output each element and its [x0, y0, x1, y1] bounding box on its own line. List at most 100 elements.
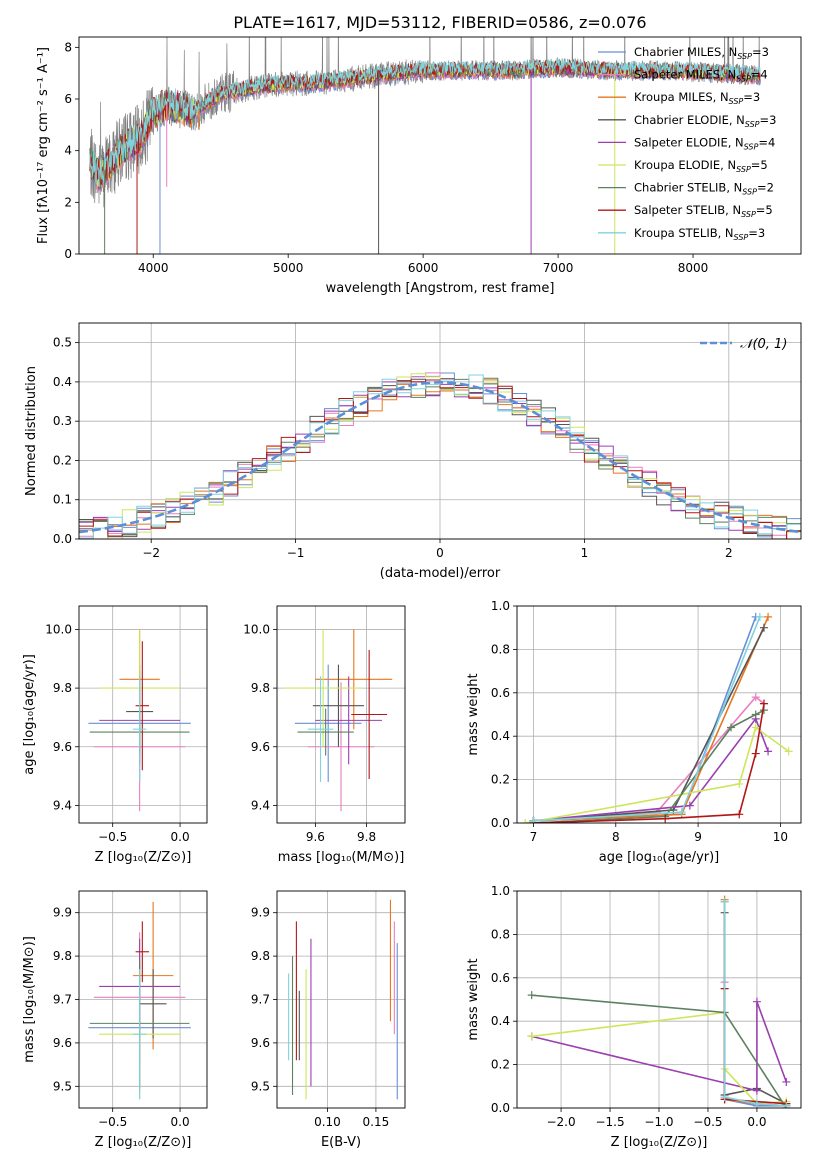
legend-label-text: Chabrier MILES, N: [634, 45, 737, 59]
mass_vs_Z-axes: −0.5 0.0 9.5 9.6 9.7 9.8 9.9 Z [log₁₀(Z/Z⊙)] mas…: [22, 891, 207, 1150]
mass_vs_Z-plot-area: [88, 901, 191, 1100]
weight-marker: [752, 1099, 761, 1108]
y-tick-label: 0.2: [491, 773, 510, 787]
weight-marker: [529, 816, 538, 823]
legend-label: Chabrier STELIB, NSSP=2: [634, 181, 774, 197]
x-tick-label: −2: [142, 546, 160, 560]
spectrum-axes: 4000 5000 6000 7000 8000 0 2 4 6 8 wavelength [Ang…: [36, 40, 708, 296]
x-tick-label: −1: [287, 546, 305, 560]
x-tick-label: −1.5: [595, 1115, 624, 1129]
residuals-axes: −2 −1 0 1 2 0.0 0.1 0.2 0.3 0.4 0.5 (data-model)/er…: [24, 323, 801, 581]
x-axis-label: mass [log₁₀(M/M⊙)]: [278, 850, 405, 865]
x-tick-label: 10: [773, 830, 788, 844]
x-tick-label: 4000: [138, 261, 169, 275]
y-tick-label: 0.0: [491, 1101, 510, 1115]
x-axis-label: Z [log₁₀(Z/Z⊙)]: [95, 850, 192, 865]
legend-label-sub: SSP: [737, 52, 752, 61]
legend-label-sub: SSP: [729, 97, 744, 106]
residual-legend: 𝒩(0, 1): [700, 337, 787, 352]
weight_vs_Z-plot-area: [527, 895, 791, 1108]
y-tick-label: 9.7: [53, 993, 72, 1007]
weight-line-kroupa-miles: [723, 899, 787, 1107]
y-axis-label: mass weight: [466, 673, 481, 755]
y-tick-label: 0.5: [53, 336, 72, 350]
y-tick-label: 0.6: [491, 971, 510, 985]
y-tick-label: 9.8: [251, 949, 270, 963]
y-tick-label: 4: [64, 144, 72, 158]
y-tick-label: 9.6: [251, 1036, 270, 1050]
y-tick-label: 10.0: [243, 622, 270, 636]
y-tick-label: 0.1: [53, 493, 72, 507]
x-tick-label: 9.8: [357, 830, 376, 844]
legend-label-text: Kroupa STELIB, N: [634, 226, 734, 240]
model-spectrum-kroupa-stelib: [89, 59, 761, 187]
x-tick-label: −0.5: [98, 1115, 127, 1129]
legend-label-sub: SSP: [736, 165, 751, 174]
y-tick-label: 1.0: [491, 884, 510, 898]
x-tick-label: 8000: [678, 261, 709, 275]
y-tick-label: 9.6: [53, 1036, 72, 1050]
legend-label: Salpeter STELIB, NSSP=5: [634, 203, 773, 219]
x-tick-label: 7000: [543, 261, 574, 275]
age_vs_mass-frame: [276, 605, 406, 824]
y-tick-label: 0.4: [53, 375, 72, 389]
legend-label-n: =4: [751, 68, 768, 82]
weight-line-salpeter-stelib: [533, 703, 765, 823]
y-axis-label: mass [log₁₀(M/M⊙)]: [22, 936, 37, 1063]
legend-label-sub: SSP: [741, 210, 756, 219]
legend-label-n: =5: [751, 158, 768, 172]
y-tick-label: 9.8: [53, 681, 72, 695]
legend-label: 𝒩(0, 1): [740, 337, 787, 352]
x-axis-label: E(B-V): [321, 1135, 361, 1150]
weight_vs_Z-axes: −2.0 −1.5 −1.0 −0.5 0.0 0.0 0.2 0.4 0.6 0.8 1.0 Z […: [466, 884, 801, 1150]
x-tick-label: 9.6: [306, 830, 325, 844]
weight-line-salpeter-elodie: [531, 1001, 788, 1092]
weight-line-chabrier-elodie: [533, 627, 765, 822]
legend-label: Chabrier ELODIE, NSSP=3: [634, 113, 776, 129]
weight-line-salpeter-miles: [533, 695, 765, 822]
y-tick-label: 0.0: [53, 532, 72, 546]
x-tick-label: 0: [436, 546, 444, 560]
y-tick-label: 0: [64, 247, 72, 261]
mass_vs_Z-frame: [78, 890, 208, 1109]
weight_vs_age-frame: [516, 605, 802, 824]
legend-label-n: =3: [752, 45, 769, 59]
legend-label-n: =3: [760, 113, 777, 127]
x-tick-label: 0.0: [171, 830, 190, 844]
weight-marker: [751, 710, 760, 719]
x-tick-label: −0.5: [693, 1115, 722, 1129]
x-tick-label: 5000: [273, 261, 304, 275]
y-tick-label: 10.0: [45, 622, 72, 636]
legend-label-text: Chabrier STELIB, N: [634, 181, 742, 195]
weight-marker: [764, 612, 773, 621]
age_vs_Z-axes: −0.5 0.0 9.4 9.6 9.8 10.0 Z [log₁₀(Z/Z⊙)] age […: [22, 606, 207, 865]
legend-label-n: =3: [748, 226, 765, 240]
x-tick-label: 2: [725, 546, 733, 560]
x-axis-label: Z [log₁₀(Z/Z⊙)]: [95, 1135, 192, 1150]
x-tick-label: 0.0: [171, 1115, 190, 1129]
weight-marker: [755, 612, 764, 621]
weight-marker: [751, 693, 760, 702]
y-axis-label: mass weight: [466, 958, 481, 1040]
y-tick-label: 0.8: [491, 642, 510, 656]
x-axis-label: wavelength [Angstrom, rest frame]: [326, 281, 555, 296]
age_vs_Z-frame: [78, 605, 208, 824]
spectrum-frame: [78, 36, 802, 255]
legend-label-sub: SSP: [734, 233, 749, 242]
legend-label-sub: SSP: [744, 142, 759, 151]
legend-label-text: Salpeter ELODIE, N: [634, 135, 744, 149]
weight-line-salpeter-elodie: [533, 717, 769, 822]
age_vs_mass-plot-area: [284, 629, 393, 812]
weight-line-chabrier-elodie: [723, 912, 787, 1105]
legend-label-text: Salpeter MILES, N: [634, 68, 736, 82]
weight-marker: [685, 801, 694, 810]
residuals-plot-area: [79, 372, 801, 539]
legend-label-sub: SSP: [736, 75, 751, 84]
legend-label: Salpeter ELODIE, NSSP=4: [634, 135, 775, 151]
x-tick-label: 9: [694, 830, 702, 844]
y-tick-label: 9.9: [53, 906, 72, 920]
weight-marker: [752, 1086, 761, 1095]
x-tick-label: 6000: [408, 261, 439, 275]
x-tick-label: 7: [530, 830, 538, 844]
x-axis-label: age [log₁₀(age/yr)]: [599, 850, 720, 865]
